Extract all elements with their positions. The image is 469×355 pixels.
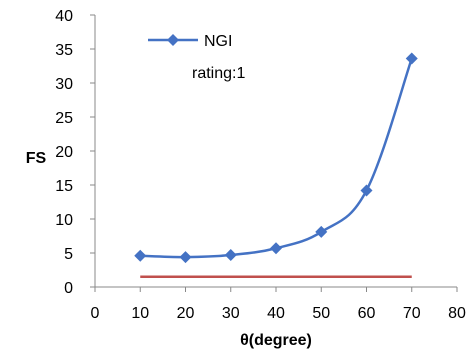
y-tick-label: 5 bbox=[64, 246, 73, 263]
data-point-marker bbox=[134, 249, 147, 262]
x-tick-label: 0 bbox=[91, 305, 100, 322]
y-tick-label: 30 bbox=[55, 76, 73, 93]
y-tick-label: 25 bbox=[55, 110, 73, 127]
y-tick-label: 15 bbox=[55, 178, 73, 195]
legend-ngi-label: NGI bbox=[204, 33, 232, 50]
x-tick-label: 60 bbox=[358, 305, 376, 322]
y-axis-ticks: 0 5 10 15 20 25 30 35 40 bbox=[55, 8, 95, 297]
legend-ngi-marker bbox=[167, 34, 179, 46]
x-tick-label: 20 bbox=[177, 305, 195, 322]
series-layer bbox=[134, 52, 418, 279]
x-tick-label: 50 bbox=[312, 305, 330, 322]
x-tick-label: 80 bbox=[448, 305, 466, 322]
data-point-marker bbox=[405, 52, 418, 65]
y-tick-label: 0 bbox=[64, 280, 73, 297]
x-tick-label: 10 bbox=[131, 305, 149, 322]
series-0-line bbox=[140, 58, 413, 259]
y-tick-label: 40 bbox=[55, 8, 73, 25]
data-point-marker bbox=[270, 242, 282, 255]
legend: NGI rating:1 bbox=[148, 33, 245, 82]
x-tick-label: 40 bbox=[267, 305, 285, 322]
data-point-marker bbox=[360, 184, 373, 197]
legend-rating-label: rating:1 bbox=[192, 65, 245, 82]
x-axis-ticks: 0 10 20 30 40 50 60 70 80 bbox=[91, 287, 466, 322]
x-axis-title: θ(degree) bbox=[240, 332, 312, 349]
y-tick-label: 20 bbox=[55, 144, 73, 161]
data-point-marker bbox=[224, 249, 237, 262]
x-tick-label: 30 bbox=[222, 305, 240, 322]
data-point-marker bbox=[179, 251, 192, 264]
y-axis-title: FS bbox=[26, 150, 47, 167]
data-point-marker bbox=[315, 225, 328, 238]
x-tick-label: 70 bbox=[403, 305, 421, 322]
y-tick-label: 10 bbox=[55, 212, 73, 229]
y-tick-label: 35 bbox=[55, 42, 73, 59]
